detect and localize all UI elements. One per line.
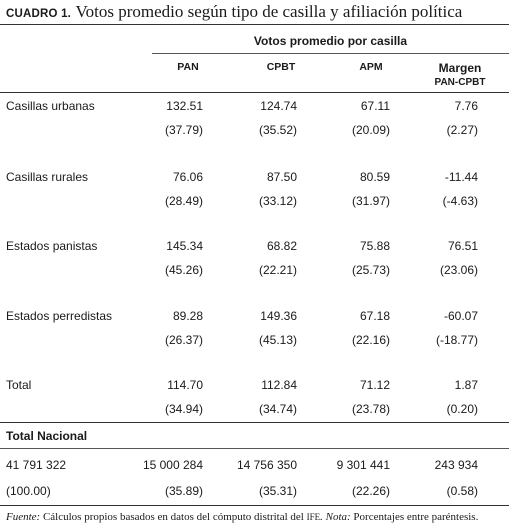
cell-cpbt-sub: (34.74)	[258, 402, 297, 416]
cell-cpbt-sub: (33.12)	[258, 194, 297, 208]
total-nacional-sub: (100.00)	[6, 484, 51, 498]
top-rule	[0, 24, 509, 25]
cell-cpbt: 124.74	[260, 99, 297, 113]
cell-margen: -60.07	[443, 309, 478, 323]
col-header-margen-sub: PAN-CPBT	[434, 77, 486, 88]
cell-cpbt-sub: (35.52)	[258, 123, 297, 137]
cell-pan-sub: (37.79)	[164, 123, 203, 137]
ife-abbr: IFE	[306, 512, 321, 522]
total-nacional-cell: 9 301 441	[336, 458, 390, 472]
cell-cpbt: 68.82	[266, 239, 297, 253]
cell-margen: -11.44	[444, 170, 478, 184]
col-header-apm: APM	[359, 61, 383, 73]
total-nacional-rule	[0, 448, 509, 449]
col-header-cpbt: CPBT	[266, 61, 296, 73]
table-title: CUADRO 1. Votos promedio según tipo de c…	[6, 2, 462, 22]
cell-margen-sub: (-4.63)	[442, 194, 478, 208]
group-header: Votos promedio por casilla	[253, 34, 408, 48]
total-nacional-cell: 14 756 350	[236, 458, 297, 472]
row-label: Estados perredistas	[6, 309, 113, 323]
nota-label: . Nota:	[320, 511, 351, 523]
cell-margen-sub: (2.27)	[446, 123, 478, 137]
cell-pan: 89.28	[172, 309, 203, 323]
cell-pan-sub: (28.49)	[164, 194, 203, 208]
total-nacional-cell: 243 934	[434, 458, 478, 472]
cell-margen: 76.51	[447, 239, 478, 253]
total-rule	[0, 422, 509, 423]
header-rule	[0, 92, 509, 93]
cell-apm-sub: (31.97)	[351, 194, 390, 208]
cell-pan-sub: (34.94)	[164, 402, 203, 416]
total-nacional-sub: (35.31)	[258, 484, 297, 498]
table-number: CUADRO 1.	[6, 8, 72, 20]
cell-apm: 80.59	[359, 170, 390, 184]
cell-margen-sub: (23.06)	[439, 263, 478, 277]
nota-text: Porcentajes entre paréntesis.	[350, 511, 479, 523]
row-label: Casillas rurales	[6, 170, 89, 184]
total-nacional-cell: 41 791 322	[6, 458, 67, 472]
cell-apm: 67.11	[360, 99, 390, 113]
cell-cpbt: 149.36	[260, 309, 297, 323]
cell-pan-sub: (45.26)	[164, 263, 203, 277]
fuente-text: Cálculos propios basados en datos del có…	[40, 511, 307, 523]
cell-apm: 75.88	[359, 239, 390, 253]
cell-cpbt: 87.50	[266, 170, 297, 184]
cell-margen-sub: (-18.77)	[435, 333, 478, 347]
row-label: Casillas urbanas	[6, 99, 95, 113]
cell-apm-sub: (23.78)	[351, 402, 390, 416]
col-header-margen: Margen	[438, 61, 482, 75]
cell-apm: 71.12	[359, 378, 390, 392]
cell-cpbt-sub: (22.21)	[258, 263, 297, 277]
cell-margen: 7.76	[454, 99, 478, 113]
cell-cpbt: 112.84	[261, 378, 297, 392]
group-rule	[152, 53, 509, 54]
cell-cpbt-sub: (45.13)	[258, 333, 297, 347]
row-label: Total	[6, 378, 32, 392]
bottom-rule	[0, 505, 509, 506]
col-header-pan: PAN	[177, 61, 199, 73]
total-nacional-sub: (35.89)	[164, 484, 203, 498]
cell-pan: 145.34	[166, 239, 203, 253]
total-nacional-cell: 15 000 284	[142, 458, 203, 472]
table-footnote: Fuente: Cálculos propios basados en dato…	[6, 511, 478, 523]
table-caption: Votos promedio según tipo de casilla y a…	[75, 2, 463, 21]
cell-pan: 132.51	[166, 99, 203, 113]
total-nacional-sub: (22.26)	[351, 484, 390, 498]
cell-margen: 1.87	[454, 378, 478, 392]
total-nacional-sub: (0.58)	[446, 484, 478, 498]
cell-pan: 114.70	[167, 378, 203, 392]
cell-pan-sub: (26.37)	[164, 333, 203, 347]
fuente-label: Fuente:	[6, 511, 41, 523]
cell-apm-sub: (20.09)	[351, 123, 390, 137]
cell-pan: 76.06	[172, 170, 203, 184]
row-label: Estados panistas	[6, 239, 98, 253]
cell-apm: 67.18	[359, 309, 390, 323]
cell-apm-sub: (22.16)	[351, 333, 390, 347]
total-nacional-label: Total Nacional	[6, 429, 88, 443]
cell-margen-sub: (0.20)	[446, 402, 478, 416]
cell-apm-sub: (25.73)	[351, 263, 390, 277]
